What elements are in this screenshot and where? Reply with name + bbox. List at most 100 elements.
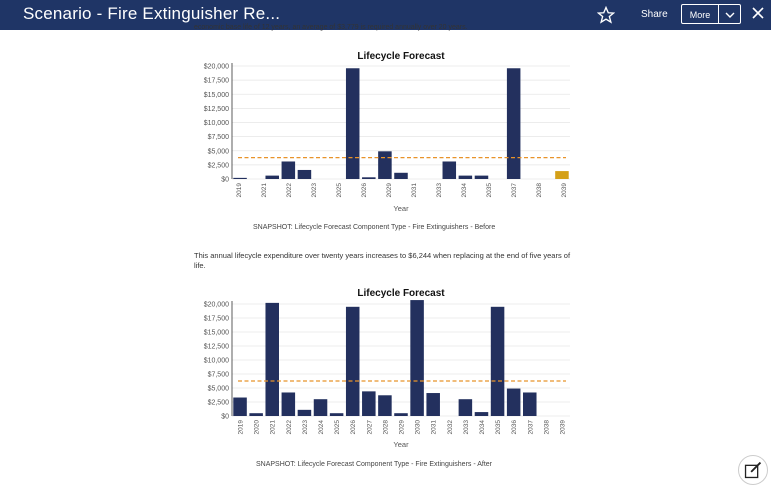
x-tick-label: 2027 [366,420,373,435]
x-tick-label: 2036 [511,420,518,435]
y-tick-label: $2,500 [208,400,230,407]
x-tick-label: 2019 [236,183,243,198]
y-tick-label: $7,500 [208,134,230,141]
chart-title: Lifecycle Forecast [357,288,445,299]
bar-2029 [394,413,408,416]
x-tick-label: 2039 [561,183,568,198]
intro-text: economic base life of 12 years, an avera… [194,24,468,31]
y-tick-label: $2,500 [208,162,230,169]
x-tick-label: 2029 [386,183,393,198]
bar-2032 [442,161,457,179]
bar-2031 [426,393,440,416]
edit-icon [744,461,762,479]
x-tick-label: 2039 [559,420,566,435]
x-tick-label: 2024 [318,420,325,435]
y-tick-label: $10,000 [204,120,229,127]
y-tick-label: $0 [221,177,229,184]
star-icon[interactable] [597,6,615,24]
x-tick-label: 2025 [336,183,343,198]
bar-2021 [265,175,279,179]
share-button[interactable]: Share [641,9,668,20]
bar-2033 [458,399,473,416]
x-tick-label: 2033 [463,420,470,435]
bar-2029 [394,172,408,179]
x-tick-label: 2022 [286,183,293,198]
x-tick-label: 2021 [270,420,277,435]
caption-after: SNAPSHOT: Lifecycle Forecast Component T… [256,461,493,468]
x-tick-label: 2026 [350,420,357,435]
bar-2037 [523,392,537,416]
bar-2034 [474,175,489,179]
x-tick-label: 2022 [286,420,293,435]
bar-2027 [362,391,376,416]
chart-title: Lifecycle Forecast [357,51,445,62]
x-tick-label: 2023 [302,420,309,435]
bar-2035 [490,306,505,416]
bar-2019 [233,397,247,416]
x-tick-label: 2023 [311,183,318,198]
edit-note-button[interactable] [738,455,768,485]
x-tick-label: 2037 [527,420,534,435]
bar-2026 [345,306,360,416]
y-tick-label: $17,500 [204,316,229,323]
bar-2027 [362,177,376,179]
lifecycle-chart-after: Lifecycle Forecast $0 $2,500 $5,000 $7,500 $1… [204,288,570,449]
bar-2026 [345,68,360,179]
app-header: Scenario - Fire Extinguisher Re... Share… [0,0,771,30]
bar-2024 [313,399,328,416]
y-tick-label: $10,000 [204,358,229,365]
x-tick-label: 2019 [238,420,245,435]
x-tick-label: 2028 [382,420,389,435]
bar-2030 [410,300,424,416]
x-tick-label: 2029 [399,420,406,435]
bar-2020 [249,413,263,416]
body-paragraph: This annual lifecycle expenditure over t… [194,251,571,270]
chevron-down-icon [725,12,735,18]
bar-2036 [506,388,521,416]
page-title: Scenario - Fire Extinguisher Re... [23,4,281,23]
bar-2036 [506,68,521,179]
y-tick-label: $7,500 [208,372,230,379]
x-tick-label: 2038 [543,420,550,435]
x-axis-label: Year [393,204,409,213]
bar-2039 [555,171,569,179]
x-tick-label: 2020 [254,420,261,435]
more-dropdown-button[interactable] [719,4,741,24]
x-tick-label: 2026 [361,183,368,198]
bar-2022 [281,161,296,179]
x-tick-label: 2034 [461,183,468,198]
x-tick-label: 2021 [261,183,268,198]
x-tick-label: 2035 [495,420,502,435]
y-tick-label: $5,000 [208,148,230,155]
x-tick-label: 2038 [536,183,543,198]
x-tick-label: 2033 [436,183,443,198]
x-tick-label: 2030 [415,420,422,435]
y-tick-label: $20,000 [204,302,229,309]
y-tick-label: $12,500 [204,344,229,351]
bar-2021 [265,302,279,416]
bar-2028 [378,151,392,179]
y-tick-label: $20,000 [204,64,229,71]
more-button[interactable]: More [681,4,719,24]
x-tick-label: 2032 [447,420,454,435]
bar-2034 [474,412,489,416]
x-tick-label: 2031 [431,420,438,435]
x-tick-label: 2034 [479,420,486,435]
bar-2025 [329,413,344,416]
close-icon[interactable] [752,7,764,19]
caption-before: SNAPSHOT: Lifecycle Forecast Component T… [253,224,496,231]
x-tick-label: 2025 [334,420,341,435]
lifecycle-chart-before: Lifecycle Forecast $0 $2,500 $5,000 $7,500 $1… [204,51,570,213]
bar-2033 [458,175,473,179]
x-axis-label: Year [393,440,409,449]
y-tick-label: $15,000 [204,92,229,99]
y-tick-label: $12,500 [204,106,229,113]
x-tick-label: 2037 [511,183,518,198]
y-tick-label: $17,500 [204,78,229,85]
bar-2023 [297,169,312,179]
y-tick-label: $15,000 [204,330,229,337]
bar-2028 [378,395,392,416]
bar-2022 [281,392,296,416]
x-tick-label: 2031 [411,183,418,198]
bar-2019 [233,177,247,179]
